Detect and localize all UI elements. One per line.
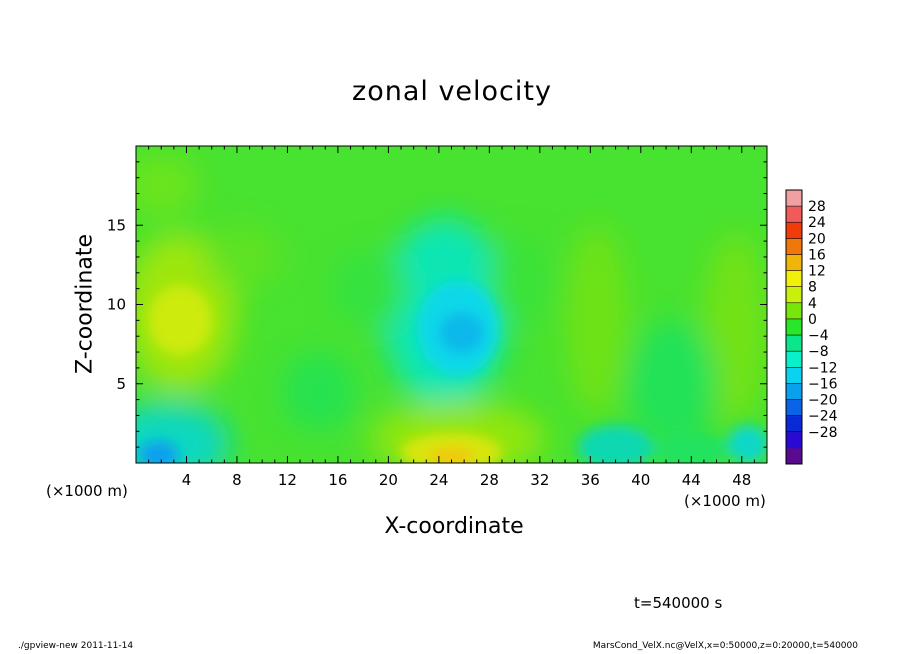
field-blob [438,312,485,354]
x-tick-label: 44 [682,471,701,489]
field-blob [148,285,212,356]
x-axis-label: X-coordinate [384,514,524,539]
x-axis: 4 8 12 16 20 24 28 32 36 40 44 48 [148,146,755,489]
y-tick-label: 15 [107,216,126,234]
colorbar-segment [786,238,802,255]
footer-data-source: MarsCond_VelX.nc@VelX,x=0:50000,z=0:2000… [592,641,858,651]
time-label: t=540000 s [634,594,723,612]
field-blob [565,225,629,416]
colorbar-segment [786,222,802,239]
colorbar-segment [786,351,802,368]
colorbar-segment [786,190,802,207]
colorbar-segment [786,431,802,449]
x-tick-label: 8 [232,471,242,489]
colorbar-tick-label: 4 [808,296,817,312]
field-blob [138,440,179,463]
colorbar-tick-label: −4 [808,328,829,344]
colorbar-segment [786,447,802,465]
colorbar-segment [786,383,802,401]
colorbar-tick-label: −8 [808,344,829,360]
field-blob [281,352,357,432]
field-blob [428,447,475,463]
x-tick-label: 48 [732,471,751,489]
colorbar-segment [786,270,802,288]
x-tick-label: 24 [429,471,448,489]
colorbar-segment [786,302,802,320]
colorbar-tick-label: 0 [808,312,817,328]
field-blob [628,320,717,448]
x-tick-label: 4 [182,471,192,489]
chart-title: zonal velocity [352,76,552,107]
footer-program-date: ./gpview-new 2011-11-14 [18,641,134,651]
field-blob [331,249,408,329]
y-tick-label: 10 [107,296,126,314]
colorbar-segment [786,399,802,417]
colorbar-tick-label: 8 [808,280,817,296]
colorbar-tick-label: −12 [808,360,838,376]
colorbar-tick-label: 20 [808,231,826,247]
colorbar-segment [786,318,802,336]
field-blob [653,431,730,463]
field-blob [577,424,654,463]
colorbar-segment [786,415,802,433]
x-tick-label: 12 [278,471,297,489]
heatmap-field [136,146,767,463]
colorbar-tick-label: −16 [808,376,838,392]
colorbar-tick-label: 16 [808,247,826,263]
colorbar-segment [786,367,802,384]
colorbar-segment [786,254,802,272]
y-tick-label: 5 [116,375,126,393]
y-axis: 5 10 15 [107,161,767,448]
field-blob [205,225,282,289]
x-tick-label: 16 [328,471,347,489]
field-blob [136,153,200,218]
x-tick-label: 28 [480,471,499,489]
x-tick-label: 20 [379,471,398,489]
x-tick-label: 32 [530,471,549,489]
colorbar-tick-label: −20 [808,393,838,409]
y-axis-label: Z-coordinate [72,234,98,374]
field-blob [703,233,767,424]
colorbar-tick-label: 24 [808,215,826,231]
colorbar-tick-label: −24 [808,409,838,425]
x-axis-unit-left: (×1000 m) [46,482,128,500]
x-axis-unit-right: (×1000 m) [684,492,766,510]
colorbar-frame [785,189,803,465]
colorbar-tick-label: −28 [808,425,838,441]
field-blob [727,424,767,463]
x-tick-label: 40 [631,471,650,489]
field-blob [489,233,553,329]
colorbar-segment [786,206,802,223]
colorbar-segment [786,286,802,304]
x-tick-label: 36 [581,471,600,489]
colorbar-segment [786,335,802,352]
colorbar-tick-label: 28 [808,199,826,215]
colorbar-tick-label: 12 [808,264,826,280]
